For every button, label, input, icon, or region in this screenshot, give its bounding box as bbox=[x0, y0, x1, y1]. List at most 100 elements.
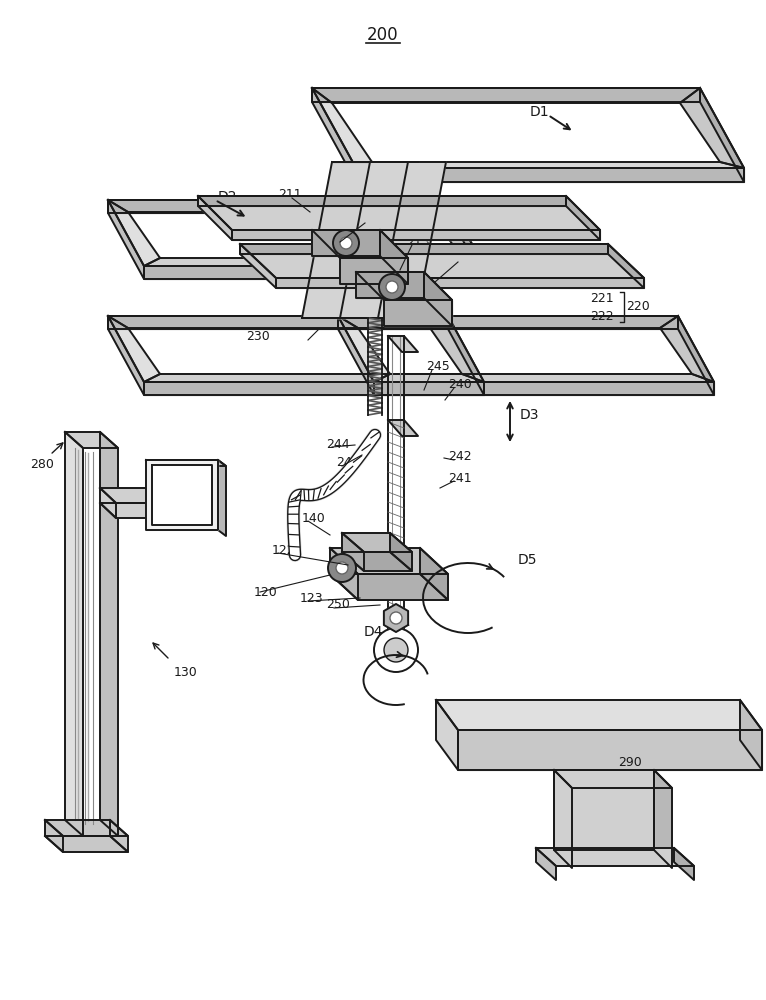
Polygon shape bbox=[342, 533, 412, 552]
Polygon shape bbox=[678, 316, 714, 395]
Polygon shape bbox=[740, 700, 762, 770]
Text: 222: 222 bbox=[590, 310, 614, 322]
Polygon shape bbox=[240, 244, 608, 254]
Polygon shape bbox=[312, 230, 380, 256]
Polygon shape bbox=[390, 533, 412, 571]
Polygon shape bbox=[100, 488, 116, 518]
Polygon shape bbox=[100, 432, 118, 836]
Text: D1: D1 bbox=[530, 105, 550, 119]
Polygon shape bbox=[240, 244, 276, 288]
Polygon shape bbox=[108, 316, 448, 329]
Text: 213: 213 bbox=[406, 235, 430, 248]
Text: 245: 245 bbox=[426, 360, 450, 372]
Polygon shape bbox=[424, 272, 452, 326]
Text: D4: D4 bbox=[364, 625, 384, 639]
Text: 200: 200 bbox=[367, 26, 399, 44]
Polygon shape bbox=[566, 196, 600, 240]
Polygon shape bbox=[654, 770, 672, 868]
Polygon shape bbox=[374, 382, 714, 395]
Polygon shape bbox=[458, 730, 762, 770]
Polygon shape bbox=[198, 196, 566, 206]
Polygon shape bbox=[356, 162, 744, 168]
Circle shape bbox=[333, 230, 359, 256]
Circle shape bbox=[374, 628, 418, 672]
Polygon shape bbox=[144, 258, 484, 266]
Polygon shape bbox=[148, 488, 164, 518]
Polygon shape bbox=[312, 230, 408, 258]
Text: 230: 230 bbox=[246, 330, 270, 342]
Polygon shape bbox=[198, 196, 232, 240]
Polygon shape bbox=[330, 548, 448, 574]
Polygon shape bbox=[448, 200, 484, 279]
Polygon shape bbox=[430, 316, 484, 382]
Text: D3: D3 bbox=[520, 408, 539, 422]
Polygon shape bbox=[430, 200, 484, 266]
Polygon shape bbox=[356, 272, 424, 298]
Polygon shape bbox=[338, 316, 390, 382]
Polygon shape bbox=[448, 316, 484, 395]
Text: 240: 240 bbox=[448, 378, 472, 391]
Polygon shape bbox=[338, 316, 374, 395]
Text: 212: 212 bbox=[360, 214, 384, 227]
Polygon shape bbox=[108, 200, 448, 213]
Polygon shape bbox=[384, 604, 408, 632]
Text: 140: 140 bbox=[302, 512, 326, 524]
Polygon shape bbox=[110, 820, 128, 852]
Polygon shape bbox=[45, 820, 128, 836]
Polygon shape bbox=[330, 548, 358, 600]
Circle shape bbox=[386, 281, 398, 293]
Polygon shape bbox=[108, 200, 144, 279]
Polygon shape bbox=[100, 488, 164, 503]
Text: 242: 242 bbox=[448, 450, 472, 464]
Polygon shape bbox=[218, 460, 226, 536]
Polygon shape bbox=[554, 770, 572, 868]
Polygon shape bbox=[536, 848, 556, 880]
Circle shape bbox=[336, 562, 348, 574]
Polygon shape bbox=[436, 700, 762, 730]
Text: 122: 122 bbox=[272, 544, 296, 556]
Polygon shape bbox=[302, 162, 408, 318]
Text: 244: 244 bbox=[326, 438, 349, 450]
Polygon shape bbox=[388, 336, 418, 352]
Polygon shape bbox=[100, 503, 164, 518]
Polygon shape bbox=[680, 88, 744, 168]
Polygon shape bbox=[342, 533, 364, 571]
Polygon shape bbox=[342, 552, 412, 571]
Polygon shape bbox=[65, 432, 118, 448]
Polygon shape bbox=[330, 574, 448, 600]
Polygon shape bbox=[420, 548, 448, 600]
Polygon shape bbox=[144, 374, 484, 382]
Polygon shape bbox=[146, 460, 226, 466]
Polygon shape bbox=[108, 200, 160, 266]
Text: 123: 123 bbox=[300, 591, 323, 604]
Polygon shape bbox=[232, 230, 600, 240]
Circle shape bbox=[390, 612, 402, 624]
Polygon shape bbox=[312, 88, 372, 168]
Polygon shape bbox=[700, 88, 744, 182]
Polygon shape bbox=[674, 848, 694, 880]
Polygon shape bbox=[356, 168, 744, 182]
Polygon shape bbox=[312, 88, 356, 182]
Text: 241: 241 bbox=[448, 472, 472, 485]
Polygon shape bbox=[384, 300, 452, 326]
Text: 130: 130 bbox=[174, 666, 198, 678]
Text: D2: D2 bbox=[218, 190, 237, 204]
Polygon shape bbox=[108, 316, 448, 328]
Text: 211: 211 bbox=[452, 252, 476, 265]
Polygon shape bbox=[554, 770, 672, 788]
Polygon shape bbox=[108, 200, 448, 212]
Polygon shape bbox=[144, 266, 484, 279]
Polygon shape bbox=[608, 244, 644, 288]
Circle shape bbox=[384, 638, 408, 662]
Polygon shape bbox=[276, 278, 644, 288]
Circle shape bbox=[328, 554, 356, 582]
Polygon shape bbox=[65, 432, 83, 836]
Text: 290: 290 bbox=[618, 756, 642, 768]
Polygon shape bbox=[436, 700, 458, 770]
Polygon shape bbox=[338, 316, 678, 329]
Polygon shape bbox=[388, 420, 418, 436]
Polygon shape bbox=[312, 88, 700, 102]
Polygon shape bbox=[380, 230, 408, 284]
Circle shape bbox=[379, 274, 405, 300]
Polygon shape bbox=[144, 382, 484, 395]
